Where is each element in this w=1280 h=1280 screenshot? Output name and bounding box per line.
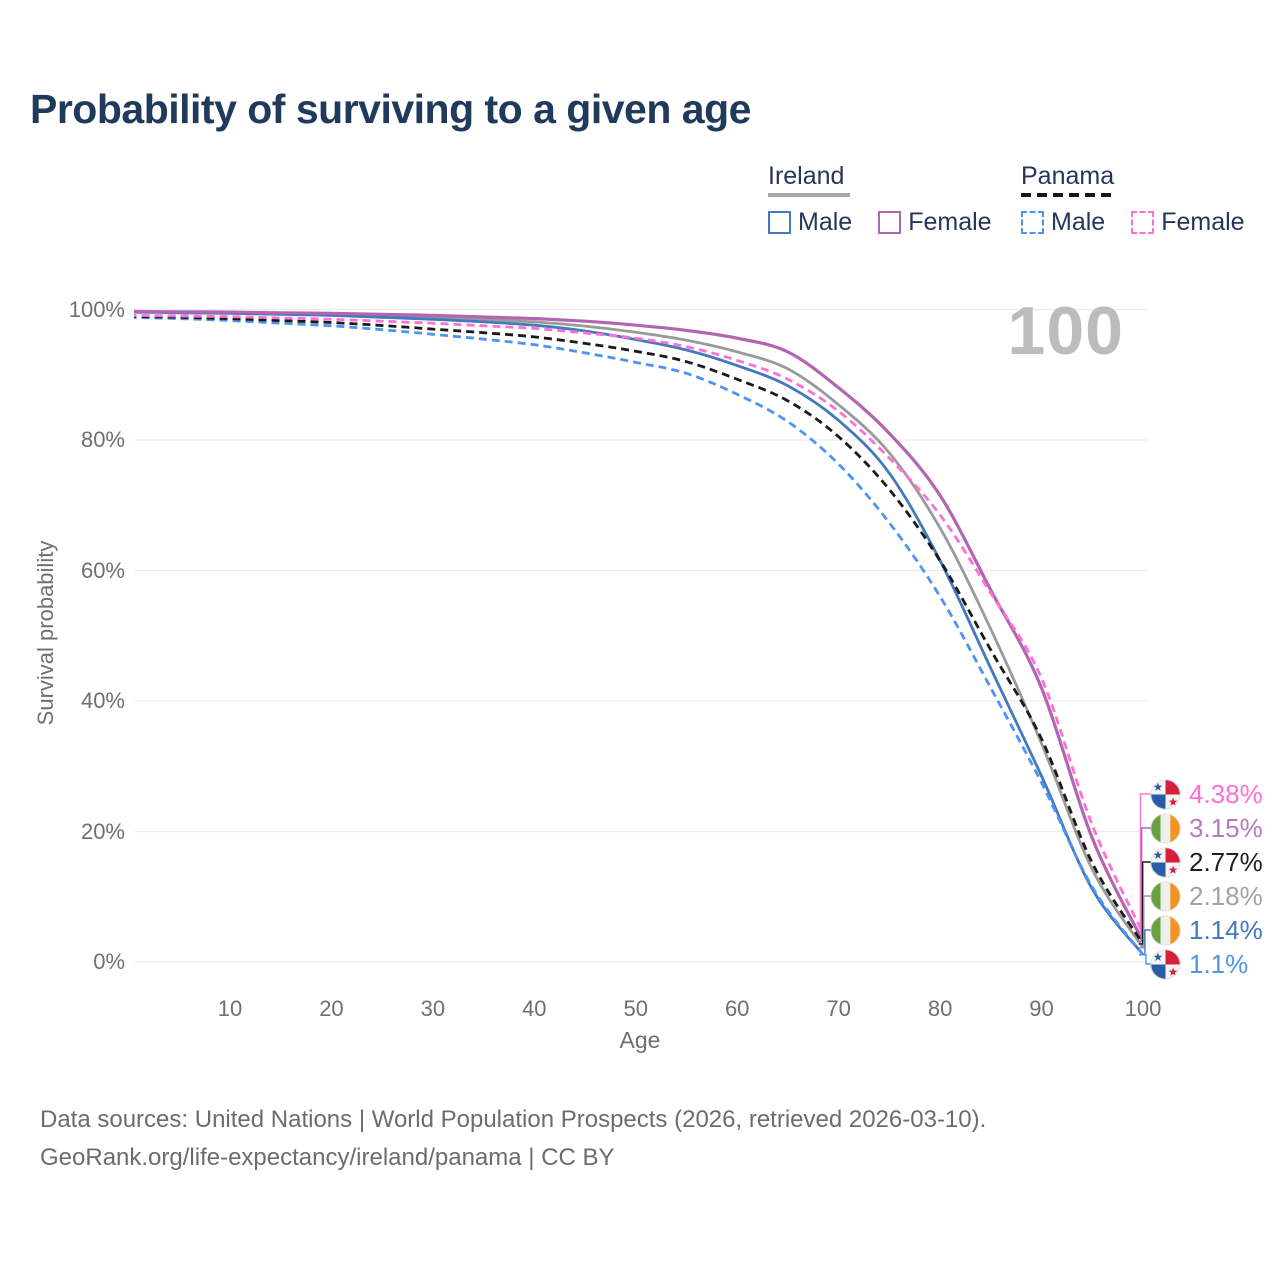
ireland-average-line-swatch — [768, 193, 850, 197]
x-tick-label-80: 80 — [927, 996, 953, 1021]
legend-item-label: Female — [1161, 208, 1245, 236]
panama-flag-icon — [1150, 847, 1181, 877]
x-tick-label-20: 20 — [319, 996, 344, 1021]
ireland-flag-icon — [1150, 881, 1181, 911]
legend-country-panama[interactable]: Panama — [1021, 162, 1271, 197]
legend-item-ireland-female[interactable]: Female — [878, 208, 992, 237]
chart-title: Probability of surviving to a given age — [30, 86, 751, 132]
end-label-value: 3.15% — [1189, 812, 1263, 843]
end-label-value: 2.77% — [1189, 846, 1263, 877]
end-label-ireland-male: 1.14% — [1150, 913, 1263, 947]
end-label-value: 1.14% — [1189, 914, 1263, 945]
panama-average-line-swatch — [1021, 193, 1111, 197]
x-tick-label-100: 100 — [1124, 996, 1162, 1021]
x-tick-label-70: 70 — [826, 996, 851, 1021]
y-tick-label-40: 40% — [80, 688, 125, 713]
hovered-age-watermark: 100 — [1007, 293, 1124, 369]
x-tick-label-40: 40 — [522, 996, 547, 1021]
y-tick-label-80: 80% — [80, 427, 125, 452]
ireland-flag-icon — [1150, 915, 1181, 945]
y-tick-label-0: 0% — [93, 949, 125, 974]
x-tick-label-30: 30 — [420, 996, 446, 1021]
curve-panama-average[interactable] — [129, 315, 1145, 945]
panama-female-swatch — [1131, 211, 1155, 234]
legend-item-panama-male[interactable]: Male — [1021, 208, 1105, 237]
curve-ireland-average[interactable] — [129, 310, 1145, 949]
curve-ireland-male[interactable] — [129, 310, 1145, 956]
panama-flag-icon — [1150, 779, 1181, 809]
end-label-panama-average: 2.77% — [1150, 845, 1263, 879]
legend-country-panama-label: Panama — [1021, 162, 1115, 190]
ireland-flag-icon — [1150, 813, 1181, 843]
x-tick-label-50: 50 — [623, 996, 648, 1021]
data-sources-text: Data sources: United Nations | World Pop… — [40, 1106, 987, 1133]
y-axis-title: Survival probability — [33, 540, 58, 726]
end-label-value: 2.18% — [1189, 880, 1263, 911]
end-label-ireland-female: 3.15% — [1150, 811, 1263, 845]
curve-ireland-female[interactable] — [129, 309, 1145, 943]
legend-group-panama: Panama Male Female — [1021, 162, 1271, 237]
legend-item-panama-female[interactable]: Female — [1131, 208, 1245, 237]
end-label-value: 4.38% — [1189, 778, 1263, 809]
x-tick-label-10: 10 — [217, 996, 243, 1021]
legend-country-ireland-label: Ireland — [768, 162, 845, 190]
x-tick-label-60: 60 — [724, 996, 750, 1021]
curve-panama-male[interactable] — [129, 316, 1145, 956]
attribution-text: GeoRank.org/life-expectancy/ireland/pana… — [40, 1144, 615, 1171]
ireland-male-swatch — [768, 211, 791, 234]
end-label-panama-female: 4.38% — [1150, 777, 1263, 811]
y-tick-label-20: 20% — [80, 818, 125, 844]
legend-country-ireland[interactable]: Ireland — [768, 162, 1018, 197]
legend-item-ireland-male[interactable]: Male — [768, 208, 852, 237]
end-label-ireland-average: 2.18% — [1150, 879, 1263, 913]
y-tick-label-100: 100% — [68, 296, 125, 322]
legend-item-label: Male — [1051, 208, 1106, 236]
y-tick-label-60: 60% — [80, 557, 125, 583]
end-label-value: 1.1% — [1189, 948, 1249, 979]
curve-panama-female[interactable] — [129, 314, 1145, 934]
legend-item-label: Male — [798, 208, 853, 236]
legend-group-ireland: Ireland Male Female — [768, 162, 1018, 237]
legend-item-label: Female — [908, 208, 992, 236]
panama-male-swatch — [1021, 211, 1044, 234]
end-label-panama-male: 1.1% — [1150, 947, 1248, 981]
x-tick-label-90: 90 — [1029, 996, 1054, 1021]
panama-flag-icon — [1150, 949, 1181, 979]
ireland-female-swatch — [878, 211, 902, 234]
x-axis-title: Age — [619, 1027, 661, 1053]
